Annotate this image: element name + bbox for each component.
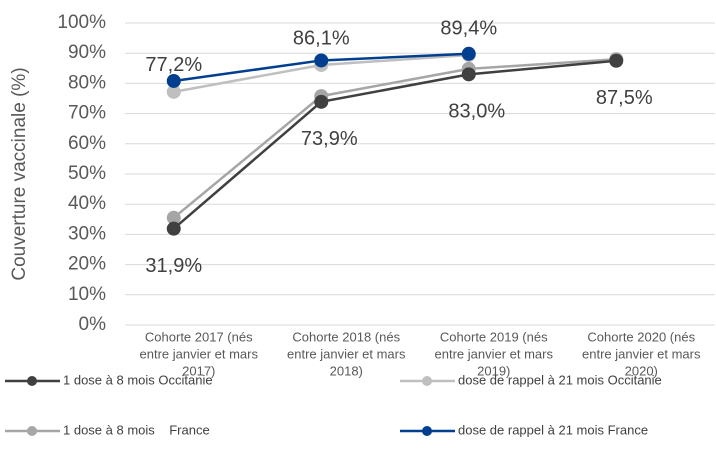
- legend-marker: [422, 426, 432, 436]
- x-tick-label: 2018): [330, 363, 363, 378]
- legend-marker: [27, 376, 37, 386]
- x-tick-label: 2019): [477, 363, 510, 378]
- data-label: 83,0%: [448, 101, 505, 123]
- y-tick-label: 40%: [68, 193, 106, 214]
- legend-label: dose de rappel à 21 mois Occitanie: [458, 372, 662, 387]
- legend-label: dose de rappel à 21 mois France: [458, 422, 648, 437]
- legend-marker: [422, 376, 432, 386]
- point: [461, 46, 476, 61]
- y-axis-label: Couverture vaccinale (%): [9, 67, 30, 280]
- x-tick-label: entre janvier et mars: [287, 346, 406, 361]
- y-tick-label: 60%: [68, 133, 106, 154]
- x-tick-label: entre janvier et mars: [435, 346, 554, 361]
- y-tick-label: 50%: [68, 163, 106, 184]
- x-tick-label: Cohorte 2018 (nés: [292, 329, 400, 344]
- point: [166, 210, 181, 225]
- series-line: [172, 59, 617, 230]
- legend-label: 1 dose à 8 mois Occitanie: [63, 372, 213, 387]
- x-tick-label: 2020): [625, 363, 658, 378]
- data-label: 73,9%: [301, 128, 358, 150]
- x-tick-label: 2017): [182, 363, 215, 378]
- point: [314, 53, 329, 68]
- data-label: 86,1%: [293, 27, 350, 49]
- point: [314, 94, 329, 109]
- data-label: 87,5%: [596, 87, 653, 109]
- data-label: 77,2%: [145, 54, 202, 76]
- legend-marker: [27, 426, 37, 436]
- data-label: 31,9%: [145, 255, 202, 277]
- y-tick-label: 30%: [68, 223, 106, 244]
- x-tick-label: Cohorte 2019 (nés: [440, 329, 548, 344]
- y-tick-label: 90%: [68, 42, 106, 63]
- point: [166, 84, 181, 99]
- y-tick-label: 70%: [68, 103, 106, 124]
- y-tick-label: 80%: [68, 72, 106, 93]
- y-tick-label: 20%: [68, 254, 106, 275]
- point: [166, 73, 181, 88]
- x-tick-label: Cohorte 2017 (nés: [145, 329, 253, 344]
- series-line: [172, 57, 617, 219]
- legend-label: 1 dose à 8 mois France: [63, 422, 210, 437]
- point: [166, 221, 181, 236]
- point: [461, 67, 476, 82]
- point: [609, 53, 624, 68]
- y-tick-label: 100%: [57, 12, 106, 33]
- y-tick-label: 0%: [79, 314, 107, 335]
- y-tick-label: 10%: [68, 284, 106, 305]
- x-tick-label: Cohorte 2020 (nés: [587, 329, 695, 344]
- data-label: 89,4%: [440, 17, 497, 39]
- x-tick-label: entre janvier et mars: [582, 346, 701, 361]
- x-tick-label: entre janvier et mars: [140, 346, 259, 361]
